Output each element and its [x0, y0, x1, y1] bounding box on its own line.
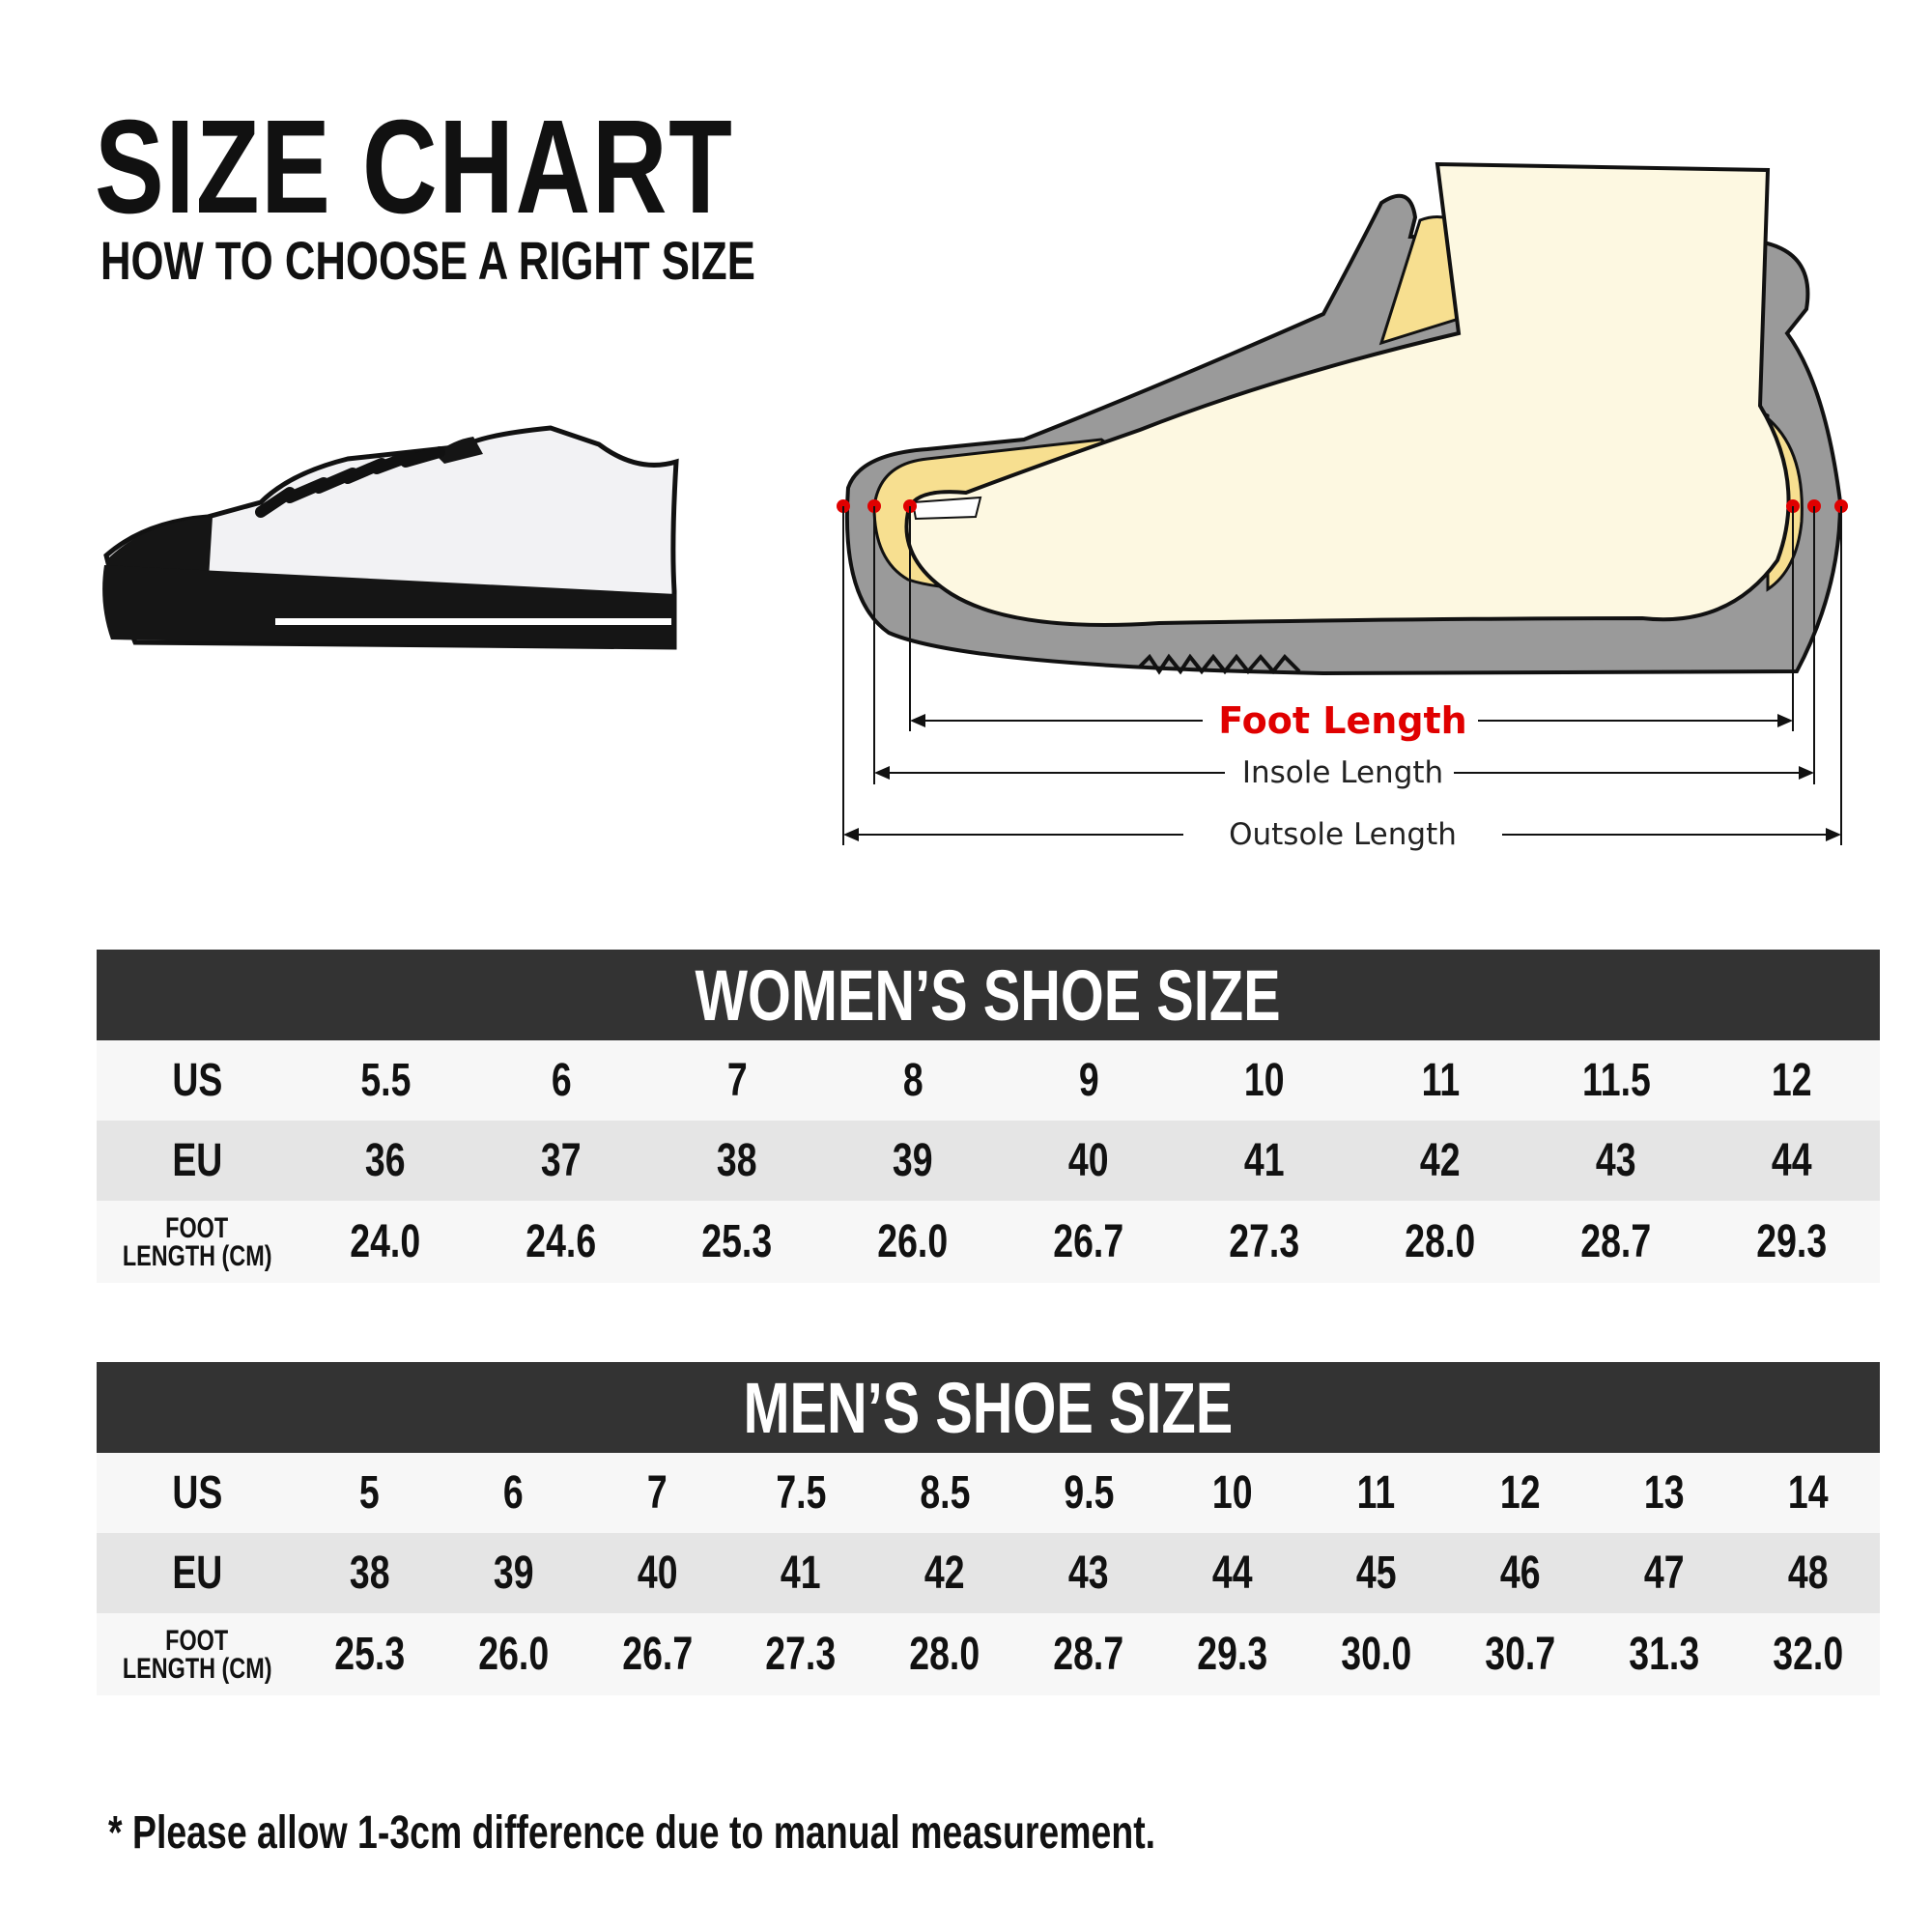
table-cell: 5.5: [359, 1055, 412, 1106]
row-label: EU: [171, 1135, 223, 1186]
page-subtitle: HOW TO CHOOSE A RIGHT SIZE: [100, 230, 755, 291]
table-cell: 29.3: [1756, 1216, 1828, 1267]
women-size-table: WOMEN’S SHOE SIZE US 5.5 6 7 8 9 10 11 11.5 12 EU…: [97, 950, 1880, 1283]
table-cell: 6: [502, 1467, 524, 1519]
table-cell: 7.5: [776, 1467, 827, 1519]
table-cell: 25.3: [701, 1216, 773, 1267]
table-cell: 32.0: [1773, 1629, 1843, 1680]
table-cell: 9: [1078, 1055, 1099, 1106]
table-cell: 11.5: [1581, 1055, 1651, 1106]
table-cell: 41: [781, 1548, 821, 1599]
insole-length-label: Insole Length: [1242, 755, 1443, 790]
table-cell: 13: [1643, 1467, 1685, 1519]
foot-length-label: Foot Length: [1218, 699, 1466, 742]
table-cell: 12: [1499, 1467, 1541, 1519]
table-cell: 48: [1787, 1548, 1829, 1599]
table-cell: 28.7: [1053, 1629, 1124, 1680]
sneaker-image: [102, 425, 679, 650]
table-cell: 41: [1244, 1135, 1285, 1186]
table-cell: 10: [1212, 1467, 1253, 1519]
table-cell: 12: [1772, 1055, 1812, 1106]
table-cell: 14: [1787, 1467, 1829, 1519]
table-cell: 26.7: [621, 1629, 693, 1680]
table-cell: 7: [646, 1467, 668, 1519]
table-cell: 26.0: [477, 1629, 549, 1680]
row-label: US: [171, 1467, 223, 1519]
table-cell: 42: [1420, 1135, 1461, 1186]
row-label: EU: [171, 1548, 223, 1599]
table-cell: 47: [1643, 1548, 1685, 1599]
table-cell: 31.3: [1629, 1629, 1700, 1680]
table-cell: 30.0: [1341, 1629, 1412, 1680]
table-cell: 43: [1596, 1135, 1636, 1186]
table-cell: 44: [1772, 1135, 1812, 1186]
table-cell: 42: [924, 1548, 965, 1599]
table-row-us: US 5 6 7 7.5 8.5 9.5 10 11 12 13 14: [97, 1453, 1880, 1533]
table-cell: 8.5: [920, 1467, 971, 1519]
table-cell: 24.0: [350, 1216, 421, 1267]
table-cell: 11: [1421, 1055, 1460, 1106]
table-cell: 10: [1244, 1055, 1285, 1106]
men-table-title: MEN’S SHOE SIZE: [97, 1362, 1880, 1453]
table-row-eu: EU 36 37 38 39 40 41 42 43 44: [97, 1121, 1880, 1201]
table-cell: 30.7: [1485, 1629, 1556, 1680]
table-cell: 27.3: [1229, 1216, 1300, 1267]
table-cell: 7: [726, 1055, 748, 1106]
women-table-title: WOMEN’S SHOE SIZE: [97, 950, 1880, 1040]
table-row-foot-length: FOOT LENGTH (CM) 24.0 24.6 25.3 26.0 26.7 27.3 2…: [97, 1201, 1880, 1283]
table-cell: 39: [493, 1548, 534, 1599]
table-cell: 28.0: [1405, 1216, 1476, 1267]
footnote: * Please allow 1-3cm difference due to m…: [108, 1807, 1156, 1859]
table-cell: 44: [1212, 1548, 1253, 1599]
row-label: FOOT LENGTH (CM): [122, 1624, 272, 1685]
table-cell: 5: [359, 1467, 380, 1519]
table-cell: 36: [365, 1135, 406, 1186]
outsole-length-label: Outsole Length: [1229, 817, 1457, 852]
foot-cross-section: [844, 161, 1843, 676]
table-cell: 9.5: [1063, 1467, 1115, 1519]
table-cell: 25.3: [334, 1629, 405, 1680]
table-row-foot-length: FOOT LENGTH (CM) 25.3 26.0 26.7 27.3 28.0 28.7 2…: [97, 1613, 1880, 1695]
table-cell: 27.3: [765, 1629, 837, 1680]
table-cell: 38: [349, 1548, 390, 1599]
table-row-us: US 5.5 6 7 8 9 10 11 11.5 12: [97, 1040, 1880, 1121]
men-size-table: MEN’S SHOE SIZE US 5 6 7 7.5 8.5 9.5 10 11 12 13 14…: [97, 1362, 1880, 1695]
row-label: FOOT LENGTH (CM): [122, 1211, 272, 1272]
table-cell: 40: [637, 1548, 678, 1599]
table-cell: 29.3: [1197, 1629, 1268, 1680]
table-cell: 39: [893, 1135, 933, 1186]
table-cell: 24.6: [526, 1216, 597, 1267]
row-label: US: [171, 1055, 223, 1106]
table-cell: 38: [717, 1135, 757, 1186]
measurement-lines: [842, 506, 1842, 845]
table-cell: 26.0: [877, 1216, 949, 1267]
table-cell: 40: [1068, 1135, 1109, 1186]
table-cell: 11: [1357, 1467, 1396, 1519]
arrowheads: [843, 714, 1841, 841]
table-cell: 43: [1068, 1548, 1109, 1599]
table-cell: 37: [541, 1135, 582, 1186]
table-cell: 45: [1355, 1548, 1397, 1599]
table-row-eu: EU 38 39 40 41 42 43 44 45 46 47 48: [97, 1533, 1880, 1613]
table-cell: 6: [551, 1055, 572, 1106]
table-cell: 46: [1499, 1548, 1541, 1599]
page-title: SIZE CHART: [95, 93, 734, 242]
table-cell: 28.0: [909, 1629, 980, 1680]
table-cell: 26.7: [1053, 1216, 1124, 1267]
table-cell: 8: [902, 1055, 923, 1106]
table-cell: 28.7: [1580, 1216, 1652, 1267]
